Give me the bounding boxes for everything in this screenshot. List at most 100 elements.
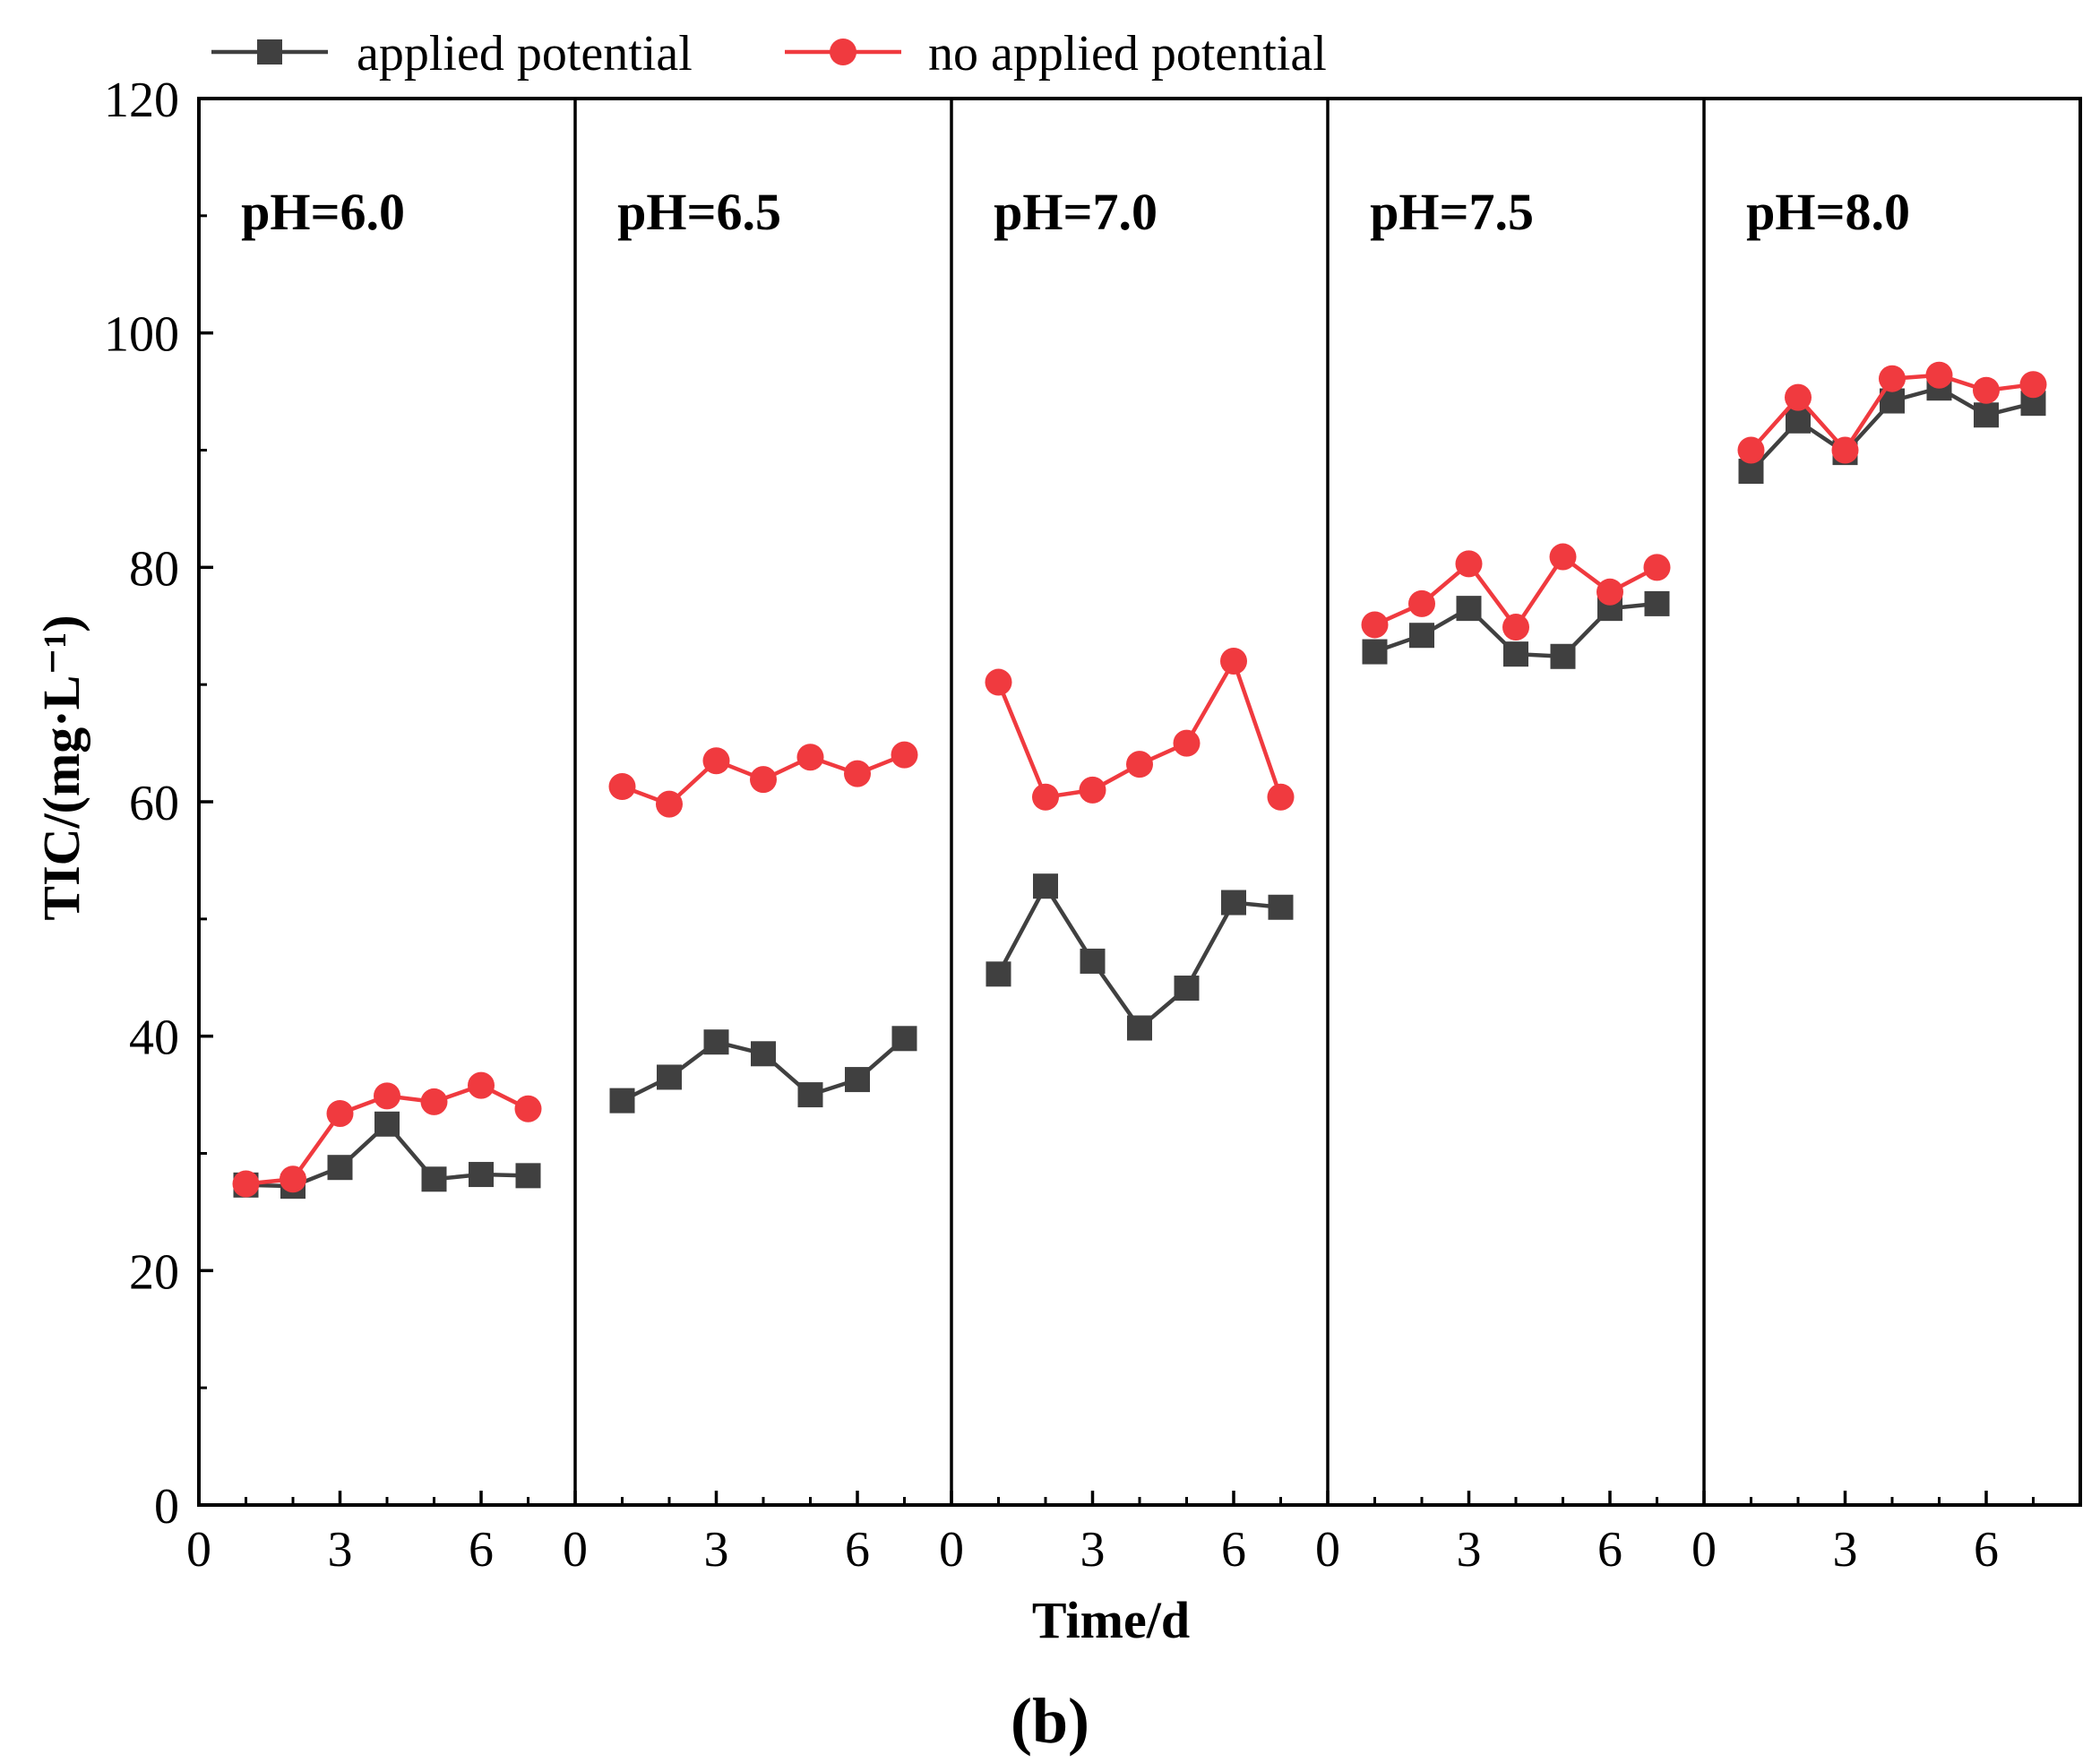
- data-point-no-applied-potential: [891, 741, 918, 769]
- data-point-no-applied-potential: [1785, 383, 1812, 411]
- data-point-applied-potential: [374, 1111, 400, 1137]
- legend-marker: [257, 39, 282, 64]
- panel-title: pH=8.0: [1746, 183, 1910, 241]
- data-point-no-applied-potential: [1737, 436, 1765, 464]
- data-point-no-applied-potential: [1831, 436, 1859, 464]
- data-point-applied-potential: [657, 1064, 682, 1090]
- legend: applied potential no applied potential: [211, 26, 1327, 82]
- data-point-no-applied-potential: [656, 790, 683, 818]
- x-tick-label: 0: [186, 1522, 211, 1578]
- data-point-no-applied-potential: [280, 1165, 306, 1193]
- data-point-no-applied-potential: [1267, 783, 1295, 811]
- x-tick-label: 6: [1221, 1522, 1246, 1578]
- data-point-no-applied-potential: [232, 1170, 260, 1198]
- panel-3: 0 3 6 pH=7.0: [939, 183, 1295, 1578]
- legend-label: applied potential: [357, 26, 693, 82]
- legend-label: no applied potential: [928, 26, 1327, 82]
- y-tick-label: 80: [129, 541, 179, 597]
- data-point-applied-potential: [797, 1082, 823, 1108]
- panel-title: pH=7.5: [1370, 183, 1534, 241]
- data-point-no-applied-potential: [514, 1095, 542, 1122]
- panel-1: 0 3 6 pH=6.0: [186, 183, 542, 1578]
- data-point-applied-potential: [985, 961, 1011, 987]
- data-point-applied-potential: [327, 1155, 353, 1181]
- y-tick-label: 60: [129, 776, 179, 831]
- y-axis-label: TIC/(mg·L⁻¹): [32, 615, 90, 920]
- data-point-no-applied-potential: [1220, 648, 1247, 675]
- data-point-applied-potential: [609, 1088, 635, 1114]
- y-tick-label: 120: [104, 73, 179, 128]
- data-point-no-applied-potential: [1973, 376, 2000, 404]
- x-tick-label: 6: [469, 1522, 494, 1578]
- data-point-no-applied-potential: [796, 744, 824, 771]
- data-point-applied-potential: [469, 1162, 494, 1188]
- panel-title: pH=6.5: [617, 183, 781, 241]
- legend-marker: [830, 39, 856, 65]
- x-tick-label: 3: [1833, 1522, 1858, 1578]
- data-point-applied-potential: [751, 1041, 776, 1067]
- data-point-no-applied-potential: [608, 772, 636, 800]
- data-point-applied-potential: [1127, 1015, 1152, 1041]
- x-tick-label: 3: [704, 1522, 729, 1578]
- data-point-no-applied-potential: [2019, 371, 2047, 399]
- data-point-applied-potential: [1550, 643, 1576, 669]
- data-point-no-applied-potential: [985, 668, 1012, 696]
- x-tick-label: 6: [1597, 1522, 1622, 1578]
- data-point-no-applied-potential: [1126, 751, 1153, 778]
- x-tick-label: 0: [939, 1522, 964, 1578]
- data-point-no-applied-potential: [1597, 578, 1623, 606]
- data-point-no-applied-potential: [1408, 589, 1435, 617]
- data-point-no-applied-potential: [1361, 611, 1389, 639]
- data-point-no-applied-potential: [1549, 543, 1577, 571]
- data-point-no-applied-potential: [326, 1100, 354, 1128]
- data-point-no-applied-potential: [844, 760, 871, 787]
- x-tick-label: 0: [1691, 1522, 1717, 1578]
- data-point-no-applied-potential: [750, 766, 777, 794]
- data-point-applied-potential: [703, 1029, 729, 1055]
- data-point-applied-potential: [1080, 948, 1106, 974]
- panel-5: 0 3 6 pH=8.0: [1691, 183, 2047, 1578]
- x-tick-label: 3: [1080, 1522, 1106, 1578]
- data-point-no-applied-potential: [1502, 614, 1529, 641]
- x-tick-label: 3: [328, 1522, 353, 1578]
- x-tick-label: 6: [845, 1522, 870, 1578]
- data-point-applied-potential: [1503, 641, 1528, 667]
- data-point-no-applied-potential: [1079, 776, 1106, 804]
- data-point-no-applied-potential: [420, 1088, 448, 1115]
- panel-4: 0 3 6 pH=7.5: [1315, 183, 1671, 1578]
- data-point-applied-potential: [845, 1067, 870, 1093]
- data-point-applied-potential: [1268, 894, 1294, 920]
- data-point-applied-potential: [1974, 402, 1999, 428]
- data-point-applied-potential: [1362, 639, 1388, 665]
- x-tick-label: 0: [1315, 1522, 1340, 1578]
- data-point-applied-potential: [1174, 976, 1200, 1002]
- panel-title: pH=6.0: [241, 183, 405, 241]
- data-point-applied-potential: [1786, 408, 1811, 434]
- panel-label: (b): [1011, 1685, 1089, 1757]
- data-point-no-applied-potential: [1643, 554, 1671, 581]
- data-point-no-applied-potential: [702, 747, 730, 775]
- data-point-applied-potential: [515, 1163, 541, 1189]
- data-point-no-applied-potential: [468, 1071, 495, 1099]
- y-tick-label: 0: [154, 1479, 179, 1535]
- data-point-applied-potential: [1456, 596, 1482, 622]
- y-tick-label: 100: [104, 307, 179, 363]
- data-point-no-applied-potential: [1032, 783, 1059, 811]
- data-point-applied-potential: [1221, 890, 1246, 916]
- data-point-applied-potential: [421, 1166, 447, 1192]
- plot-frame: [197, 97, 2082, 1507]
- panel-title: pH=7.0: [994, 183, 1158, 241]
- data-point-no-applied-potential: [1173, 729, 1201, 757]
- data-point-applied-potential: [1033, 873, 1058, 899]
- y-tick-label: 40: [129, 1010, 179, 1066]
- data-point-applied-potential: [1409, 623, 1434, 649]
- data-point-applied-potential: [891, 1026, 917, 1052]
- x-tick-label: 3: [1457, 1522, 1482, 1578]
- data-point-applied-potential: [1644, 590, 1670, 616]
- panel-2: 0 3 6 pH=6.5: [563, 183, 918, 1578]
- data-point-no-applied-potential: [1925, 361, 1953, 389]
- x-tick-label: 0: [563, 1522, 588, 1578]
- y-tick-label: 20: [129, 1244, 179, 1300]
